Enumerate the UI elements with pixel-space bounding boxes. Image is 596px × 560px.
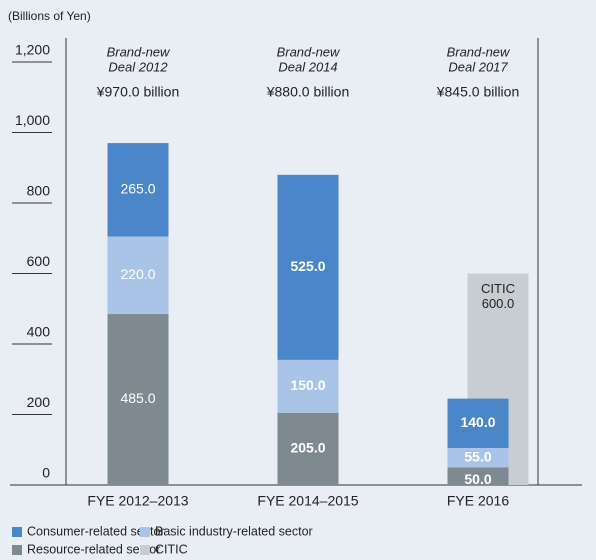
bar	[447, 447, 509, 468]
y-tick-label: 0	[42, 465, 50, 481]
annotation-amount: ¥880.0 billion	[266, 84, 350, 100]
y-tick-label: 800	[27, 183, 51, 199]
y-tick-label: 600	[27, 253, 51, 269]
x-tick-label: FYE 2016	[447, 493, 509, 509]
legend-label: Basic industry-related sector	[155, 524, 313, 538]
bar-series-label: CITIC	[481, 281, 515, 296]
value-label: 220.0	[120, 266, 155, 282]
value-label: 50.0	[464, 471, 491, 487]
legend-swatch	[140, 545, 150, 555]
legend-label: Resource-related sector	[27, 542, 160, 556]
y-tick-label: 1,000	[15, 112, 50, 128]
annotation-amount: ¥970.0 billion	[96, 84, 180, 100]
x-tick-label: FYE 2012–2013	[87, 493, 188, 509]
bar	[107, 143, 169, 237]
y-axis-title: (Billions of Yen)	[8, 9, 91, 23]
value-label: 205.0	[290, 440, 325, 456]
annotation: Deal 2012	[108, 59, 168, 74]
x-tick-label: FYE 2014–2015	[257, 493, 358, 509]
y-tick-label: 1,200	[15, 42, 50, 58]
bar	[277, 359, 339, 413]
value-label: 525.0	[290, 258, 325, 274]
annotation: Brand-new	[107, 44, 171, 59]
y-tick-label: 400	[27, 324, 51, 340]
value-label: 150.0	[290, 377, 325, 393]
legend-swatch	[12, 545, 22, 555]
value-label: 485.0	[120, 390, 155, 406]
y-tick-label: 200	[27, 394, 51, 410]
value-label: 600.0	[482, 296, 515, 311]
value-label: 55.0	[464, 448, 491, 464]
bar	[107, 314, 169, 485]
legend-swatch	[12, 527, 22, 537]
bar	[447, 467, 509, 485]
legend-label: Consumer-related sector	[27, 524, 165, 538]
value-label: 140.0	[460, 414, 495, 430]
legend-swatch	[140, 527, 150, 537]
bar	[277, 174, 339, 360]
annotation: Deal 2017	[448, 59, 508, 74]
annotation: Brand-new	[447, 44, 511, 59]
legend-label: CITIC	[155, 542, 188, 556]
value-label: 265.0	[120, 180, 155, 196]
bar	[107, 236, 169, 315]
annotation-amount: ¥845.0 billion	[436, 84, 520, 100]
bar	[277, 412, 339, 485]
annotation: Deal 2014	[278, 59, 337, 74]
bar	[447, 398, 509, 448]
annotation: Brand-new	[277, 44, 341, 59]
